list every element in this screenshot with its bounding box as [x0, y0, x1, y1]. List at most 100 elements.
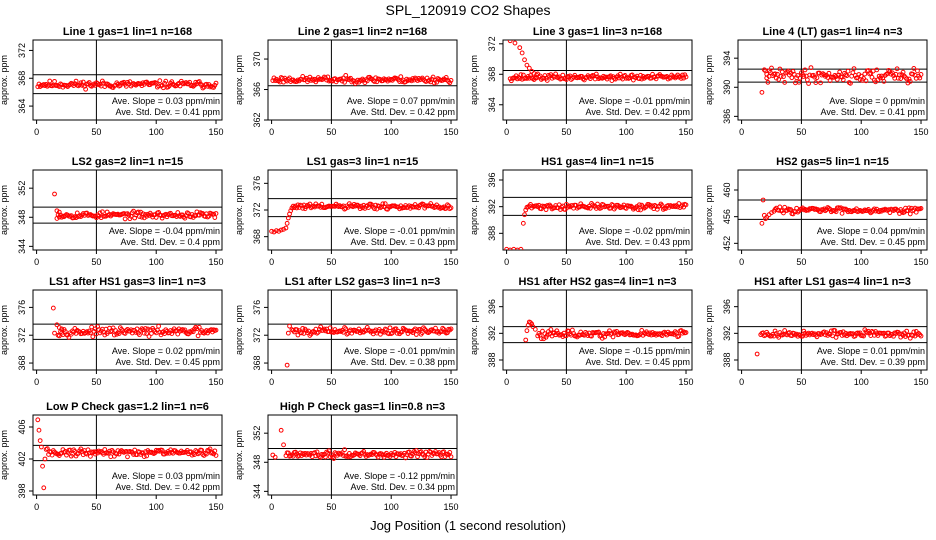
- std-dev-annotation: Ave. Std. Dev. = 0.43 ppm: [351, 237, 455, 247]
- data-point: [73, 78, 79, 84]
- plot-frame: [502, 169, 693, 251]
- data-point: [862, 71, 868, 77]
- data-point: [508, 78, 514, 84]
- data-point: [137, 332, 142, 338]
- data-point: [911, 66, 917, 71]
- data-point: [906, 205, 912, 211]
- slope-annotation: Ave. Slope = -0.01 ppm/min: [344, 226, 455, 236]
- data-point: [356, 452, 362, 457]
- data-point: [529, 321, 535, 327]
- data-point: [141, 454, 147, 459]
- x-tick-label: 50: [796, 377, 806, 387]
- y-tick-label: 344: [17, 239, 27, 254]
- x-tick-label: 0: [34, 257, 39, 267]
- data-point: [532, 326, 538, 332]
- data-point: [144, 331, 150, 336]
- plot-frame: [267, 414, 458, 496]
- x-tick-label: 150: [444, 502, 459, 512]
- x-tick-label: 150: [914, 127, 929, 137]
- data-point: [37, 438, 43, 444]
- data-point: [213, 211, 219, 216]
- data-point: [181, 214, 187, 220]
- data-point: [561, 330, 567, 336]
- x-tick-label: 50: [326, 502, 336, 512]
- data-point: [836, 331, 841, 337]
- y-tick-label: 348: [17, 210, 27, 225]
- data-point: [403, 79, 408, 85]
- data-point: [419, 330, 425, 336]
- data-point: [90, 334, 96, 340]
- data-point: [789, 75, 795, 81]
- data-point: [683, 202, 689, 208]
- data-point: [826, 70, 832, 76]
- data-point: [535, 333, 541, 339]
- data-point: [195, 333, 201, 339]
- data-point: [769, 65, 774, 71]
- data-point: [393, 326, 399, 332]
- data-point: [638, 207, 643, 213]
- data-point: [776, 77, 782, 82]
- data-points: [35, 417, 219, 491]
- data-point: [343, 205, 349, 211]
- data-point: [441, 326, 447, 332]
- data-point: [102, 84, 108, 89]
- data-point: [269, 228, 274, 234]
- data-point: [899, 209, 905, 215]
- data-point: [99, 209, 105, 215]
- data-point: [875, 333, 881, 338]
- data-point: [36, 427, 42, 433]
- data-point: [284, 220, 290, 226]
- data-point: [907, 211, 913, 217]
- data-point: [80, 79, 86, 85]
- slope-annotation: Ave. Slope = 0.07 ppm/min: [347, 96, 455, 106]
- x-tick-label: 150: [914, 377, 929, 387]
- x-tick-label: 50: [796, 257, 806, 267]
- data-point: [528, 73, 533, 78]
- plot-frame: [737, 39, 928, 121]
- data-point: [213, 327, 219, 333]
- data-point: [443, 75, 449, 80]
- data-point: [97, 210, 103, 216]
- x-tick-label: 150: [444, 257, 459, 267]
- data-point: [72, 448, 78, 454]
- plot-frame: [502, 289, 693, 371]
- y-tick-label: 406: [17, 419, 27, 434]
- x-tick-label: 150: [914, 257, 929, 267]
- data-point: [534, 75, 539, 81]
- data-points: [50, 305, 219, 340]
- data-point: [447, 80, 453, 86]
- plot-frame: [502, 39, 693, 121]
- data-point: [91, 328, 97, 334]
- data-point: [382, 201, 388, 207]
- panel-title: LS2 gas=2 lin=1 n=15: [72, 156, 184, 168]
- data-points: [270, 72, 454, 86]
- data-point: [76, 450, 81, 456]
- data-point: [772, 71, 778, 77]
- data-point: [156, 210, 162, 215]
- x-tick-label: 50: [561, 127, 571, 137]
- x-tick-label: 50: [326, 257, 336, 267]
- data-point: [845, 68, 851, 74]
- data-point: [801, 74, 807, 79]
- slope-annotation: Ave. Slope = 0.03 ppm/min: [112, 471, 220, 481]
- x-tick-label: 0: [269, 257, 274, 267]
- y-tick-label: 372: [487, 36, 497, 51]
- y-tick-label: 362: [252, 112, 262, 127]
- data-point: [777, 66, 783, 72]
- data-point: [103, 213, 109, 219]
- y-axis-label: approx. ppm: [469, 185, 479, 235]
- y-tick-label: 392: [487, 326, 497, 341]
- y-tick-label: 372: [252, 202, 262, 217]
- data-point: [639, 76, 645, 82]
- data-point: [782, 80, 788, 85]
- data-point: [159, 215, 165, 221]
- x-tick-label: 150: [444, 377, 459, 387]
- data-point: [387, 325, 393, 331]
- data-point: [418, 449, 424, 455]
- data-point: [754, 351, 760, 357]
- x-tick-label: 100: [384, 127, 399, 137]
- y-axis-label: approx. ppm: [0, 305, 9, 355]
- data-point: [137, 214, 142, 219]
- data-point: [778, 74, 784, 79]
- data-point: [140, 211, 146, 217]
